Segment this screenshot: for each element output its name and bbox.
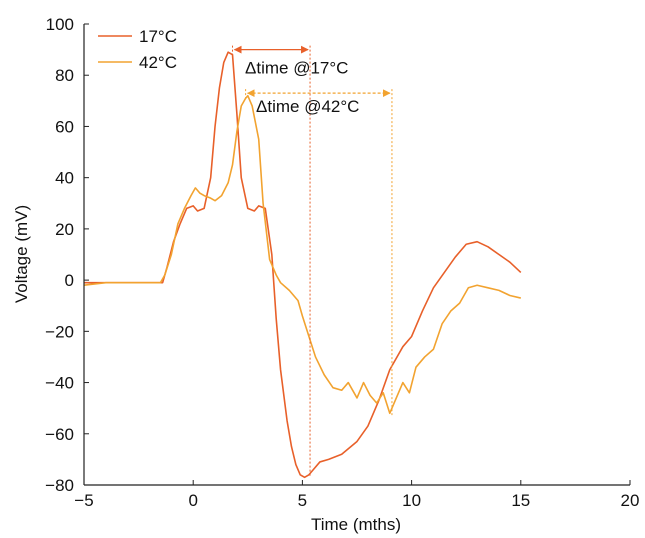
legend: 17°C 42°C [98,27,177,72]
series-layer [83,51,522,479]
series-line-42c [83,94,521,415]
y-tick-label: 60 [55,117,74,136]
x-axis-label: Time (mths) [311,515,401,534]
x-tick-label: 5 [298,491,307,510]
x-tick-label: 10 [402,491,421,510]
y-tick-label: 20 [55,220,74,239]
y-tick-label: 40 [55,169,74,188]
annotation-label: Δtime @42°C [256,97,359,116]
y-tick-label: −40 [45,374,74,393]
x-tick-label: 0 [188,491,197,510]
x-tick-label: 20 [621,491,640,510]
annotation-label: Δtime @17°C [245,59,348,78]
x-tick-label: 15 [511,491,530,510]
y-tick-label: 80 [55,66,74,85]
axes [83,23,631,486]
y-tick-label: −60 [45,425,74,444]
x-tick-label: −5 [74,491,93,510]
tick-labels: −5 0 5 10 15 20 −80 −60 −40 −20 0 20 40 60 80 100 [45,15,639,510]
legend-label: 42°C [139,53,177,72]
y-tick-label: 100 [46,15,74,34]
y-tick-label: 0 [65,271,74,290]
annotation-layer: Δtime @17°C Δtime @42°C [232,45,393,478]
y-axis-label: Voltage (mV) [12,205,31,303]
y-tick-label: −20 [45,322,74,341]
legend-label: 17°C [139,27,177,46]
series-line-17c [84,51,522,479]
y-tick-label: −80 [45,476,74,495]
